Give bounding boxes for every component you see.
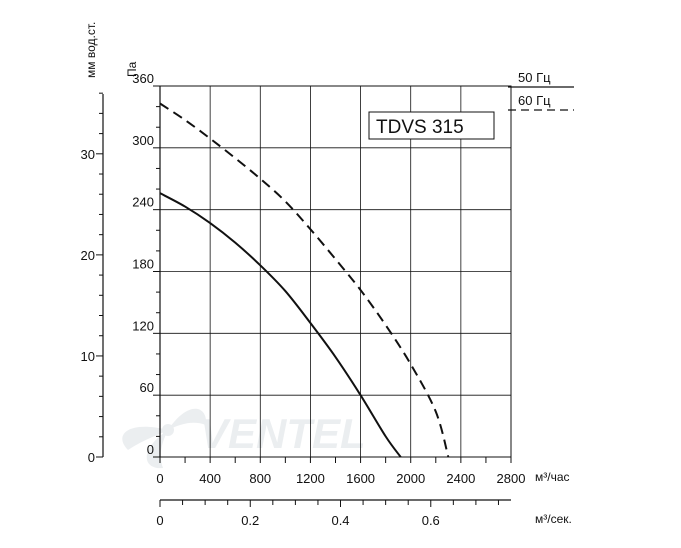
axes	[96, 85, 512, 507]
x-axis-label: м³/час	[535, 470, 570, 484]
y2-axis-label: мм вод.ст.	[84, 22, 98, 78]
x2-tick-label: 0.2	[241, 513, 259, 528]
chart-title: TDVS 315	[376, 117, 464, 138]
y2-tick-label: 0	[88, 450, 95, 465]
legend: 50 Гц 60 Гц	[508, 70, 574, 111]
y-tick-label: 180	[132, 257, 154, 272]
legend-label-50hz: 50 Гц	[518, 70, 551, 85]
x-tick-label: 1600	[346, 471, 375, 486]
grid	[159, 85, 512, 458]
x-tick-label: 2000	[396, 471, 425, 486]
x-tick-label: 2400	[446, 471, 475, 486]
x-tick-label: 800	[249, 471, 271, 486]
y-tick-label: 60	[140, 380, 154, 395]
watermark-logo: VENTEL	[122, 408, 366, 469]
x-tick-label: 1200	[296, 471, 325, 486]
y-tick-label: 360	[132, 71, 154, 86]
y-axis-label: Па	[125, 61, 139, 77]
x-tick-label: 400	[199, 471, 221, 486]
legend-label-60hz: 60 Гц	[518, 93, 551, 108]
x-tick-label: 2800	[497, 471, 526, 486]
y2-tick-label: 10	[81, 349, 95, 364]
y-tick-label: 300	[132, 133, 154, 148]
y2-tick-label: 20	[81, 248, 95, 263]
svg-text:VENTEL: VENTEL	[200, 410, 366, 457]
title-box	[368, 111, 495, 140]
x2-tick-label: 0.4	[331, 513, 349, 528]
x2-tick-label: 0.6	[422, 513, 440, 528]
series-line-60hz	[159, 102, 450, 458]
x2-tick-label: 0	[156, 513, 163, 528]
y-tick-label: 120	[132, 318, 154, 333]
series	[159, 102, 450, 458]
x2-axis-label: м³/сек.	[535, 512, 572, 526]
y-tick-label: 0	[147, 442, 154, 457]
y-tick-label: 240	[132, 195, 154, 210]
series-line-50hz	[159, 192, 402, 458]
y2-tick-label: 30	[81, 147, 95, 162]
x-tick-label: 0	[156, 471, 163, 486]
